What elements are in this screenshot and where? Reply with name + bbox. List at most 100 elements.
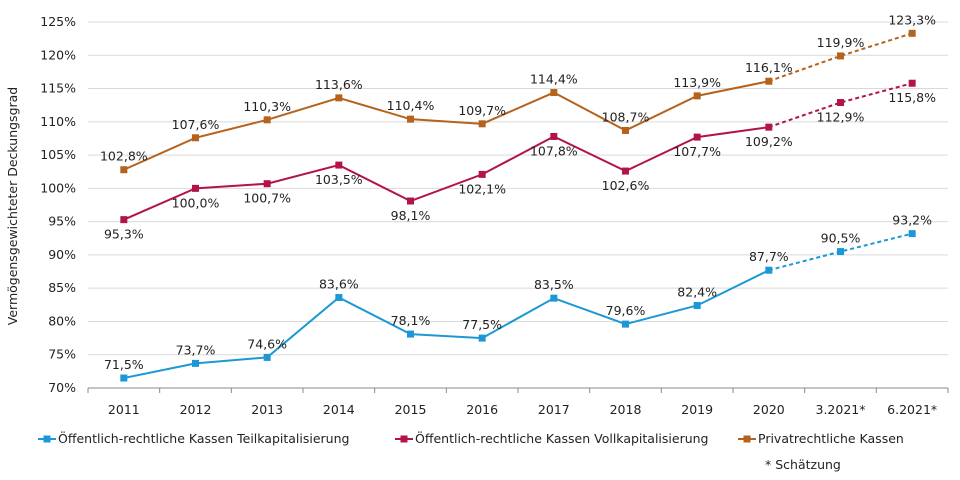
data-point bbox=[192, 359, 199, 367]
data-point bbox=[192, 134, 199, 142]
data-point bbox=[120, 216, 128, 224]
x-tick-label: 2011 bbox=[108, 402, 140, 417]
series-line-estimate bbox=[768, 32, 913, 83]
legend-label: Öffentlich-rechtliche Kassen Teilkapital… bbox=[58, 430, 349, 446]
data-point bbox=[478, 170, 486, 178]
y-tick-label: 110% bbox=[40, 114, 76, 129]
data-label: 102,6% bbox=[602, 178, 650, 193]
data-label: 107,7% bbox=[673, 144, 721, 159]
data-label: 103,5% bbox=[315, 172, 363, 187]
data-label: 100,0% bbox=[172, 195, 220, 210]
data-label: 83,6% bbox=[319, 276, 359, 291]
data-point bbox=[908, 230, 916, 238]
data-label: 93,2% bbox=[892, 213, 932, 228]
data-label: 110,4% bbox=[387, 98, 435, 113]
data-label: 107,6% bbox=[172, 117, 220, 132]
legend-marker bbox=[743, 435, 751, 443]
data-point bbox=[263, 116, 271, 124]
x-tick-label: 2018 bbox=[610, 402, 642, 417]
series-line bbox=[123, 126, 769, 221]
data-label: 123,3% bbox=[888, 12, 936, 27]
data-label: 90,5% bbox=[821, 231, 861, 246]
data-point bbox=[335, 94, 343, 102]
data-point bbox=[478, 120, 486, 128]
footnote: * Schätzung bbox=[765, 457, 841, 472]
data-point bbox=[407, 197, 414, 205]
data-point bbox=[263, 353, 271, 361]
x-tick-label: 2015 bbox=[395, 402, 427, 417]
data-label: 83,5% bbox=[534, 277, 574, 292]
data-point bbox=[550, 89, 558, 97]
data-point bbox=[693, 92, 701, 100]
y-tick-label: 75% bbox=[48, 347, 76, 362]
x-tick-label: 3.2021* bbox=[816, 402, 866, 417]
data-point bbox=[765, 123, 773, 131]
series-line-estimate bbox=[768, 232, 913, 272]
data-label: 114,4% bbox=[530, 72, 578, 87]
series-0 bbox=[120, 230, 916, 382]
data-label: 95,3% bbox=[104, 227, 144, 242]
x-tick-label: 2019 bbox=[681, 402, 713, 417]
data-point bbox=[550, 132, 558, 140]
data-label: 77,5% bbox=[462, 317, 502, 332]
y-tick-label: 85% bbox=[48, 280, 76, 295]
data-label: 112,9% bbox=[817, 110, 865, 125]
data-point bbox=[693, 301, 701, 309]
data-label: 79,6% bbox=[606, 303, 646, 318]
data-point bbox=[192, 184, 199, 192]
data-point bbox=[335, 161, 343, 169]
data-point bbox=[622, 126, 629, 134]
data-label: 74,6% bbox=[247, 336, 287, 351]
x-tick-label: 2013 bbox=[251, 402, 283, 417]
data-label: 116,1% bbox=[745, 60, 793, 75]
y-tick-label: 80% bbox=[48, 313, 76, 328]
data-point bbox=[407, 115, 414, 123]
y-tick-label: 125% bbox=[40, 14, 76, 29]
data-point bbox=[263, 180, 271, 188]
y-tick-label: 100% bbox=[40, 180, 76, 195]
data-point bbox=[837, 99, 844, 107]
data-label: 115,8% bbox=[888, 90, 936, 105]
x-tick-label: 6.2021* bbox=[887, 402, 937, 417]
x-tick-label: 2012 bbox=[180, 402, 212, 417]
y-axis-label: Vermögensgewichteter Deckungsgrad bbox=[5, 87, 20, 326]
y-tick-label: 95% bbox=[48, 214, 76, 229]
legend: Öffentlich-rechtliche Kassen Teilkapital… bbox=[38, 430, 904, 446]
data-point bbox=[120, 166, 128, 174]
data-point bbox=[550, 294, 558, 302]
data-point bbox=[335, 293, 343, 301]
data-label: 100,7% bbox=[243, 191, 291, 206]
data-label: 110,3% bbox=[243, 99, 291, 114]
x-tick-label: 2016 bbox=[466, 402, 498, 417]
data-point bbox=[765, 266, 773, 274]
x-tick-label: 2014 bbox=[323, 402, 355, 417]
data-label: 113,6% bbox=[315, 77, 363, 92]
data-label: 113,9% bbox=[673, 75, 721, 90]
series-2 bbox=[120, 29, 916, 174]
data-point bbox=[837, 248, 844, 256]
y-tick-label: 120% bbox=[40, 47, 76, 62]
data-point bbox=[478, 334, 486, 342]
data-label: 102,1% bbox=[458, 181, 506, 196]
y-tick-label: 90% bbox=[48, 247, 76, 262]
y-tick-label: 115% bbox=[40, 81, 76, 96]
data-label: 98,1% bbox=[391, 208, 431, 223]
data-label: 87,7% bbox=[749, 249, 789, 264]
y-tick-label: 105% bbox=[40, 147, 76, 162]
legend-label: Öffentlich-rechtliche Kassen Vollkapital… bbox=[415, 430, 708, 446]
legend-label: Privatrechtliche Kassen bbox=[758, 431, 904, 446]
legend-marker bbox=[400, 435, 408, 443]
series-line bbox=[123, 80, 770, 171]
data-point bbox=[622, 320, 629, 328]
data-point bbox=[765, 77, 773, 85]
data-label: 73,7% bbox=[176, 342, 216, 357]
data-label: 71,5% bbox=[104, 357, 144, 372]
legend-marker bbox=[43, 435, 51, 443]
data-point bbox=[120, 374, 128, 382]
data-point bbox=[622, 167, 629, 175]
y-tick-label: 70% bbox=[48, 380, 76, 395]
data-label: 107,8% bbox=[530, 143, 578, 158]
data-label: 102,8% bbox=[100, 149, 148, 164]
data-label: 109,2% bbox=[745, 134, 793, 149]
